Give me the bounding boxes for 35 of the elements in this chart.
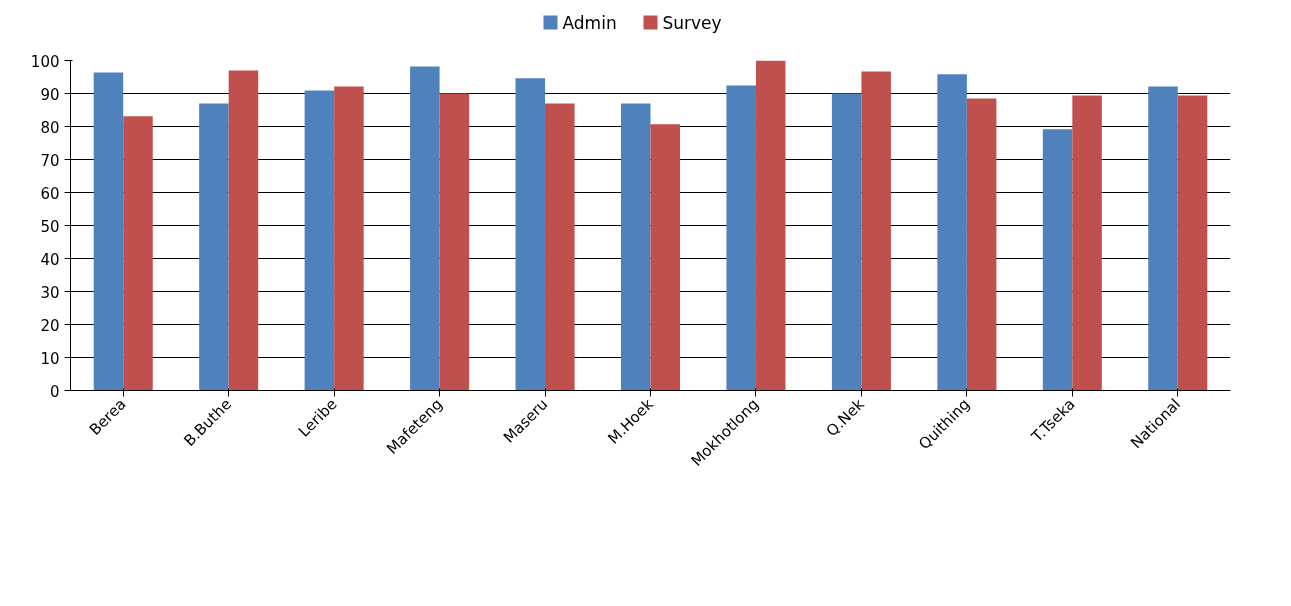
bar (755, 60, 786, 391)
bar (650, 124, 681, 391)
y-tick-label: 100 (30, 52, 60, 71)
bar (93, 72, 124, 391)
bar (831, 93, 862, 391)
y-tick-label: 80 (40, 118, 60, 137)
bar (1177, 95, 1208, 391)
y-tick-label: 20 (40, 316, 60, 335)
bar (937, 74, 967, 391)
bar (334, 86, 364, 391)
bar (726, 85, 756, 391)
y-tick-label: 50 (40, 217, 60, 236)
bar (1072, 95, 1102, 391)
bar (515, 78, 546, 391)
y-tick-label: 70 (40, 151, 60, 170)
y-tick-label: 10 (40, 349, 60, 368)
bar (545, 103, 575, 391)
y-tick-label: 90 (40, 85, 60, 104)
legend-label: Survey (662, 12, 722, 33)
bar (1148, 86, 1178, 391)
y-tick-label: 60 (40, 184, 60, 203)
y-tick-label: 40 (40, 250, 60, 269)
bar (966, 98, 997, 391)
bar (1042, 129, 1073, 391)
y-tick-label: 0 (49, 382, 60, 401)
bar (620, 103, 651, 391)
bar (228, 70, 259, 391)
bar (439, 93, 470, 391)
bar (861, 71, 891, 391)
legend-label: Admin (562, 12, 617, 33)
bar (410, 66, 440, 391)
bar (304, 90, 335, 391)
bar (199, 103, 229, 391)
y-tick-label: 30 (40, 283, 60, 302)
bar (123, 116, 153, 391)
